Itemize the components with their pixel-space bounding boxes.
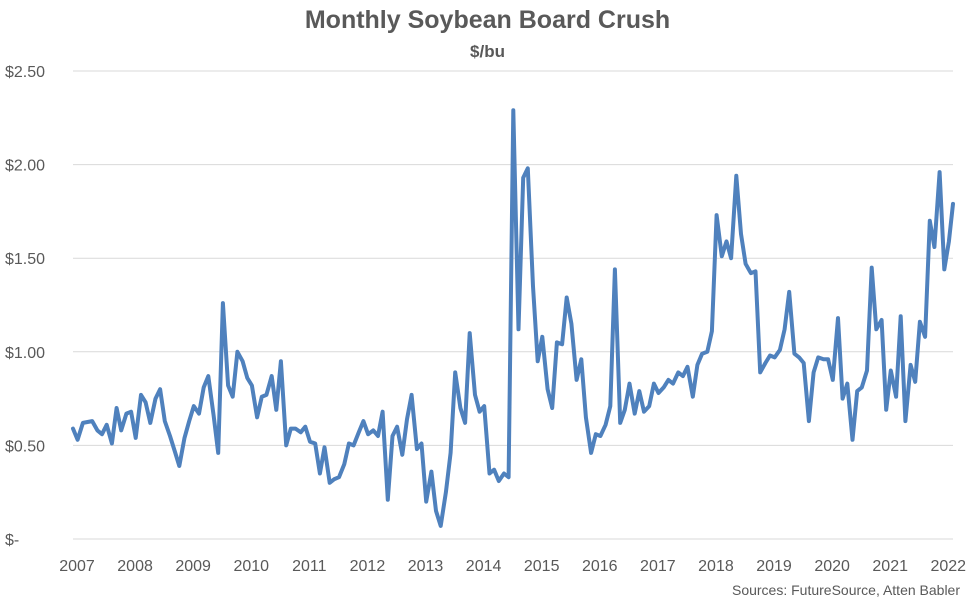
x-tick-label: 2013 [408,558,444,575]
x-tick-label: 2007 [59,558,95,575]
y-axis-ticks: $- $0.50 $1.00 $1.50 $2.00 $2.50 [5,64,45,549]
y-tick-label: $2.00 [5,158,45,175]
y-tick-label: $- [5,532,19,549]
x-tick-label: 2017 [640,558,676,575]
y-tick-label: $1.50 [5,251,45,268]
y-tick-label: $0.50 [5,438,45,455]
y-tick-label: $2.50 [5,64,45,81]
x-tick-label: 2015 [524,558,560,575]
chart-subtitle: $/bu [470,42,505,61]
series-line [71,108,955,528]
x-tick-label: 2020 [814,558,850,575]
x-tick-label: 2021 [872,558,908,575]
x-tick-label: 2016 [582,558,618,575]
x-tick-label: 2011 [292,558,327,575]
x-tick-label: 2010 [233,558,269,575]
x-tick-label: 2018 [698,558,734,575]
x-tick-label: 2012 [350,558,386,575]
x-tick-label: 2014 [466,558,502,575]
x-tick-label: 2008 [117,558,153,575]
chart-title: Monthly Soybean Board Crush [304,6,671,34]
x-tick-label: 2022 [930,558,966,575]
source-note: Sources: FutureSource, Atten Babler [731,582,960,598]
series-group [71,108,955,528]
x-tick-label: 2019 [756,558,792,575]
y-tick-label: $1.00 [5,345,45,362]
x-tick-label: 2009 [175,558,211,575]
x-axis-ticks: 2007 2008 2009 2010 2011 2012 2013 2014 2015 2016… [59,558,966,575]
